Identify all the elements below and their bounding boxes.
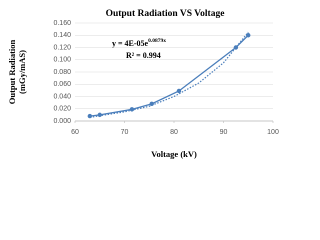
data-point <box>246 33 251 38</box>
trendline <box>89 31 249 118</box>
chart-title: Output Radiation VS Voltage <box>106 9 225 19</box>
x-tick-label: 70 <box>121 129 129 136</box>
y-tick-label: 0.100 <box>53 57 71 64</box>
equation-text: y = 4E-05e <box>112 39 149 48</box>
x-tick-label: 90 <box>220 129 228 136</box>
y-tick-label: 0.020 <box>53 106 71 113</box>
data-point <box>97 112 102 118</box>
equation: y = 4E-05e0.0879x <box>112 38 166 48</box>
y-tick-label: 0.060 <box>53 81 71 88</box>
x-tick-label: 60 <box>71 129 79 136</box>
y-tick-label: 0.160 <box>53 20 71 27</box>
data-point <box>176 88 182 94</box>
y-tick-label: 0.140 <box>53 32 71 39</box>
x-tick-label: 80 <box>170 129 178 136</box>
data-point <box>129 107 135 112</box>
y-tick-label: 0.040 <box>53 93 71 100</box>
y-axis-title: (mGy/mAS) <box>17 50 27 94</box>
y-axis-title: Output Radiation <box>7 39 17 104</box>
y-tick-label: 0.080 <box>53 69 71 76</box>
x-axis-title: Voltage (kV) <box>151 149 197 159</box>
r-squared: R² = 0.994 <box>126 51 161 60</box>
data-point <box>87 113 93 119</box>
x-tick-label: 100 <box>267 129 279 136</box>
equation-exponent: 0.0879x <box>148 38 166 44</box>
chart: Output Radiation VS Voltage Voltage (kV)… <box>7 9 279 159</box>
data-point <box>149 101 154 107</box>
y-tick-label: 0.000 <box>53 118 71 125</box>
data-point <box>233 45 239 50</box>
y-tick-label: 0.120 <box>53 44 71 51</box>
